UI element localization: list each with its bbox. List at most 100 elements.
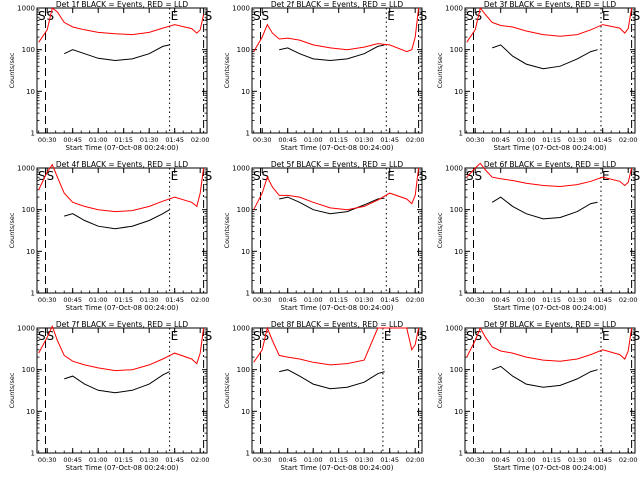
events-series-line bbox=[492, 44, 598, 70]
x-tick-label: 01:30 bbox=[140, 296, 159, 304]
x-tick-label: 01:45 bbox=[380, 136, 399, 144]
event-marker-label: S bbox=[633, 329, 640, 343]
event-marker-label: S bbox=[633, 9, 640, 23]
x-tick-label: 01:00 bbox=[517, 456, 536, 464]
y-axis-label: Counts/sec bbox=[223, 52, 231, 88]
x-tick-label: 00:30 bbox=[38, 136, 57, 144]
y-tick-label: 10 bbox=[454, 248, 463, 256]
x-tick-label: 01:45 bbox=[593, 136, 612, 144]
event-marker-label: S bbox=[38, 169, 46, 183]
x-tick-label: 00:45 bbox=[278, 136, 297, 144]
x-tick-label: 00:30 bbox=[253, 456, 272, 464]
event-marker-label: E bbox=[602, 169, 610, 183]
event-marker-label: E bbox=[171, 9, 179, 23]
x-axis-label: Start Time (07-Oct-08 00:24:00) bbox=[281, 144, 394, 152]
x-axis-label: Start Time (07-Oct-08 00:24:00) bbox=[66, 464, 179, 472]
x-tick-label: 02:00 bbox=[619, 456, 638, 464]
y-tick-label: 1000 bbox=[232, 165, 250, 173]
plot-title: Det 8f BLACK = Events, RED = LLD bbox=[271, 320, 404, 329]
x-tick-label: 01:45 bbox=[380, 456, 399, 464]
y-tick-label: 1 bbox=[31, 290, 35, 298]
y-axis-label: Counts/sec bbox=[223, 212, 231, 248]
x-tick-label: 01:00 bbox=[89, 296, 108, 304]
y-tick-label: 1000 bbox=[232, 5, 250, 13]
x-tick-label: 01:15 bbox=[114, 296, 133, 304]
detector-plot-3: Det 3f BLACK = Events, RED = LLD 1 10 100 10… bbox=[436, 0, 640, 152]
plot-title: Det 3f BLACK = Events, RED = LLD bbox=[484, 0, 617, 9]
events-series-line bbox=[279, 196, 385, 215]
detector-plot-2: Det 2f BLACK = Events, RED = LLD 1 10 100 10… bbox=[223, 0, 427, 152]
y-axis-label: Counts/sec bbox=[436, 52, 444, 88]
x-tick-label: 00:30 bbox=[466, 296, 485, 304]
event-marker-label: E bbox=[171, 329, 179, 343]
detector-plot-1: Det 1f BLACK = Events, RED = LLD 1 10 100 10… bbox=[8, 0, 212, 152]
y-tick-label: 10 bbox=[454, 88, 463, 96]
x-tick-label: 01:15 bbox=[329, 456, 348, 464]
event-marker-label: S bbox=[420, 169, 428, 183]
x-tick-label: 00:45 bbox=[63, 136, 82, 144]
y-tick-label: 1000 bbox=[445, 5, 463, 13]
event-marker-label: E bbox=[387, 169, 395, 183]
x-tick-label: 02:00 bbox=[406, 456, 425, 464]
y-tick-label: 10 bbox=[26, 248, 35, 256]
y-tick-label: 1 bbox=[246, 450, 250, 458]
x-tick-label: 00:45 bbox=[491, 456, 510, 464]
plot-frame bbox=[464, 7, 636, 134]
x-axis-label: Start Time (07-Oct-08 00:24:00) bbox=[494, 144, 607, 152]
x-tick-label: 00:30 bbox=[466, 136, 485, 144]
event-marker-label: S bbox=[205, 329, 213, 343]
x-tick-label: 02:00 bbox=[619, 296, 638, 304]
x-tick-label: 01:15 bbox=[114, 456, 133, 464]
detector-plot-6: Det 6f BLACK = Events, RED = LLD 1 10 100 10… bbox=[436, 160, 640, 312]
y-tick-label: 1000 bbox=[445, 165, 463, 173]
y-tick-label: 10 bbox=[26, 88, 35, 96]
x-tick-label: 00:45 bbox=[63, 296, 82, 304]
events-series-line bbox=[279, 369, 385, 390]
event-marker-label: E bbox=[171, 169, 179, 183]
event-marker-label: S bbox=[475, 169, 483, 183]
x-tick-label: 01:00 bbox=[304, 456, 323, 464]
plot-title: Det 6f BLACK = Events, RED = LLD bbox=[484, 160, 617, 169]
y-tick-label: 100 bbox=[237, 46, 250, 54]
detector-plot-9: Det 9f BLACK = Events, RED = LLD 1 10 100 10… bbox=[436, 320, 640, 472]
plot-frame bbox=[36, 167, 208, 294]
x-tick-label: 00:45 bbox=[491, 136, 510, 144]
event-marker-label: S bbox=[475, 329, 483, 343]
y-tick-label: 100 bbox=[22, 206, 35, 214]
y-tick-label: 1 bbox=[246, 290, 250, 298]
event-marker-label: S bbox=[253, 169, 261, 183]
y-axis-label: Counts/sec bbox=[223, 372, 231, 408]
plot-title: Det 5f BLACK = Events, RED = LLD bbox=[271, 160, 404, 169]
event-marker-label: S bbox=[466, 329, 474, 343]
x-tick-label: 00:45 bbox=[278, 296, 297, 304]
y-axis-label: Counts/sec bbox=[8, 52, 16, 88]
plot-title: Det 4f BLACK = Events, RED = LLD bbox=[56, 160, 189, 169]
x-axis-label: Start Time (07-Oct-08 00:24:00) bbox=[281, 304, 394, 312]
lld-series-line bbox=[466, 326, 633, 362]
lld-series-line bbox=[253, 167, 420, 211]
event-marker-label: E bbox=[384, 329, 392, 343]
detector-plot-7: Det 7f BLACK = Events, RED = LLD 1 10 100 10… bbox=[8, 320, 212, 472]
detector-plot-5: Det 5f BLACK = Events, RED = LLD 1 10 100 10… bbox=[223, 160, 427, 312]
event-marker-label: S bbox=[633, 169, 640, 183]
plot-title: Det 7f BLACK = Events, RED = LLD bbox=[56, 320, 189, 329]
y-tick-label: 1 bbox=[459, 450, 463, 458]
event-marker-label: S bbox=[420, 9, 428, 23]
x-tick-label: 01:15 bbox=[329, 296, 348, 304]
x-axis-label: Start Time (07-Oct-08 00:24:00) bbox=[66, 144, 179, 152]
event-marker-label: E bbox=[602, 9, 610, 23]
events-series-line bbox=[64, 371, 170, 394]
x-tick-label: 01:15 bbox=[542, 296, 561, 304]
plot-frame bbox=[251, 167, 423, 294]
lld-series-line bbox=[466, 162, 633, 188]
y-tick-label: 10 bbox=[454, 408, 463, 416]
x-tick-label: 00:30 bbox=[253, 296, 272, 304]
x-tick-label: 01:00 bbox=[89, 136, 108, 144]
event-marker-label: E bbox=[602, 329, 610, 343]
x-tick-label: 02:00 bbox=[406, 136, 425, 144]
x-tick-label: 01:30 bbox=[568, 296, 587, 304]
x-tick-label: 01:00 bbox=[517, 136, 536, 144]
plot-frame bbox=[36, 327, 208, 454]
events-series-line bbox=[492, 365, 598, 388]
event-marker-label: S bbox=[47, 329, 55, 343]
